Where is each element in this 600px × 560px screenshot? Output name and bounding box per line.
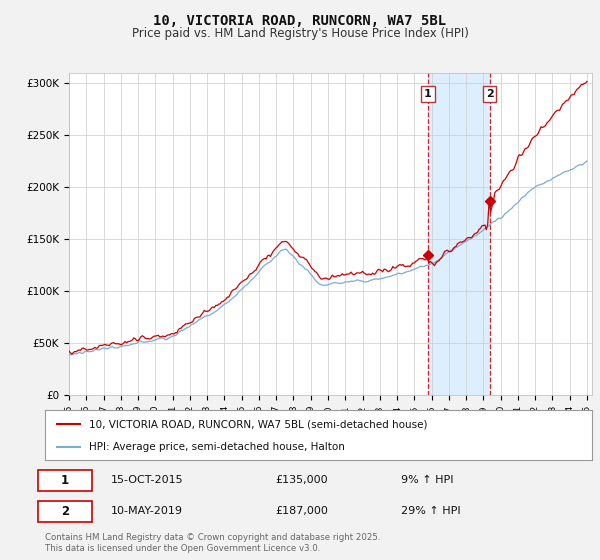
Text: £135,000: £135,000 — [275, 475, 328, 486]
Text: Contains HM Land Registry data © Crown copyright and database right 2025.
This d: Contains HM Land Registry data © Crown c… — [45, 533, 380, 553]
Text: 10-MAY-2019: 10-MAY-2019 — [110, 506, 182, 516]
Bar — [428, 73, 490, 395]
Text: HPI: Average price, semi-detached house, Halton: HPI: Average price, semi-detached house,… — [89, 442, 344, 452]
Text: Price paid vs. HM Land Registry's House Price Index (HPI): Price paid vs. HM Land Registry's House … — [131, 27, 469, 40]
Text: 1: 1 — [61, 474, 70, 487]
FancyBboxPatch shape — [38, 501, 92, 522]
Text: 2: 2 — [61, 505, 70, 518]
Text: £187,000: £187,000 — [275, 506, 328, 516]
Text: 10, VICTORIA ROAD, RUNCORN, WA7 5BL (semi-detached house): 10, VICTORIA ROAD, RUNCORN, WA7 5BL (sem… — [89, 419, 427, 429]
Text: 15-OCT-2015: 15-OCT-2015 — [110, 475, 183, 486]
Text: 9% ↑ HPI: 9% ↑ HPI — [401, 475, 453, 486]
Text: 2: 2 — [486, 88, 494, 99]
Text: 10, VICTORIA ROAD, RUNCORN, WA7 5BL: 10, VICTORIA ROAD, RUNCORN, WA7 5BL — [154, 14, 446, 28]
Text: 1: 1 — [424, 88, 432, 99]
Text: 29% ↑ HPI: 29% ↑ HPI — [401, 506, 460, 516]
FancyBboxPatch shape — [38, 470, 92, 491]
